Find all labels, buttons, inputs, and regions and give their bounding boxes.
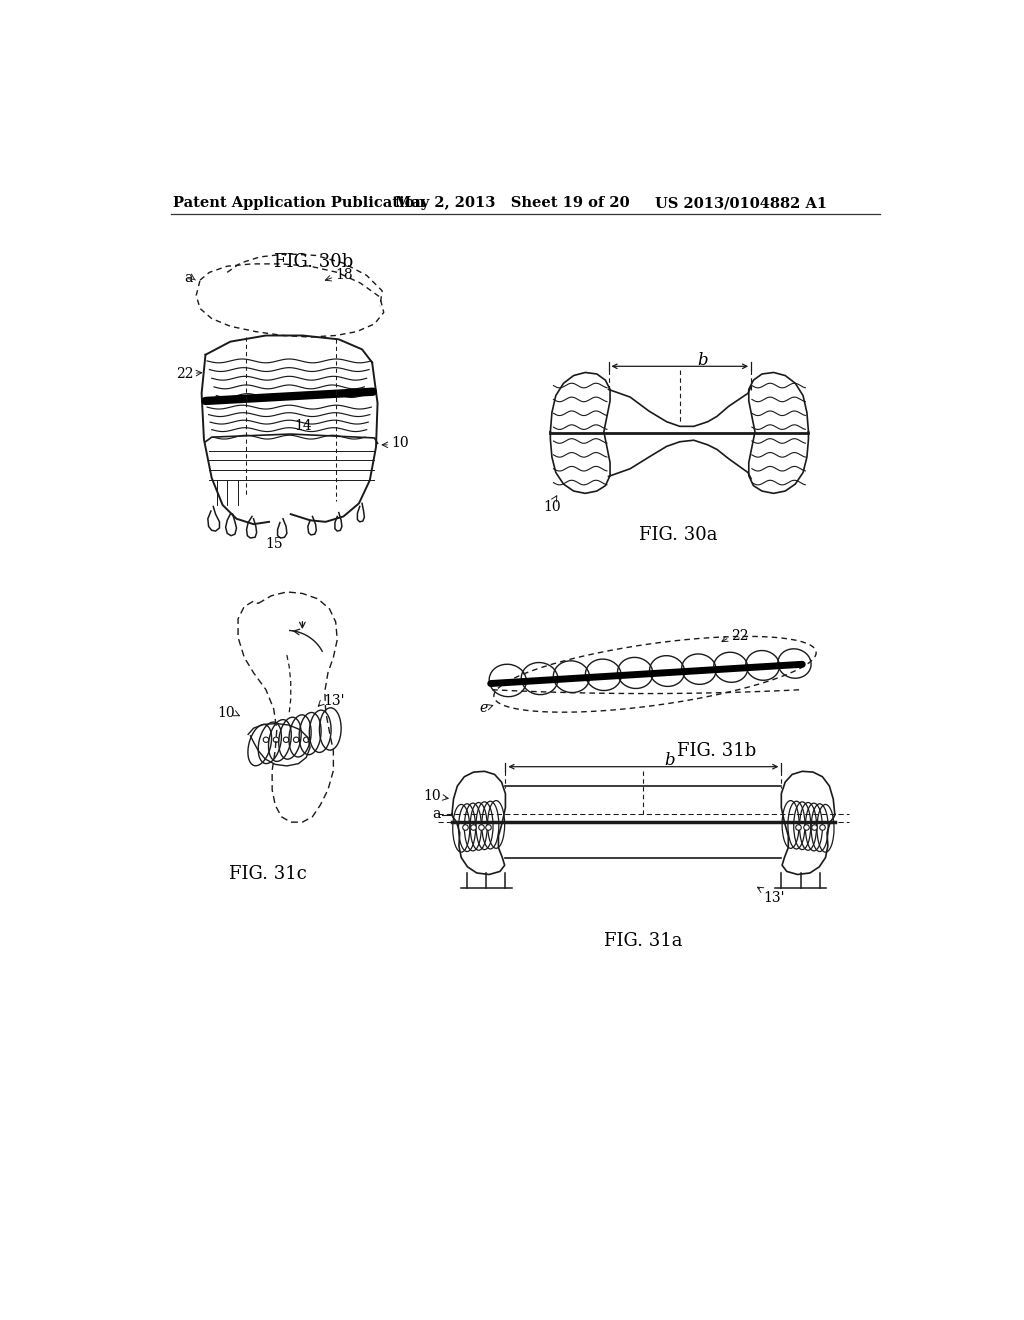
Text: 10: 10 xyxy=(217,706,234,719)
Text: e: e xyxy=(479,701,487,715)
Text: 10: 10 xyxy=(424,789,441,803)
Text: a: a xyxy=(184,271,193,285)
Text: 14: 14 xyxy=(294,418,311,433)
Text: b: b xyxy=(697,351,709,368)
Text: b: b xyxy=(665,752,675,770)
Text: 22: 22 xyxy=(175,367,194,381)
Text: 13': 13' xyxy=(324,694,345,709)
Text: FIG. 31c: FIG. 31c xyxy=(228,866,306,883)
Text: FIG. 31b: FIG. 31b xyxy=(677,742,757,760)
Text: 10: 10 xyxy=(543,499,561,513)
Text: FIG. 30b: FIG. 30b xyxy=(274,253,353,272)
Text: 22: 22 xyxy=(731,628,749,643)
Text: 18: 18 xyxy=(336,268,353,282)
Text: 10: 10 xyxy=(391,437,410,450)
Text: a: a xyxy=(433,808,441,821)
Text: FIG. 30a: FIG. 30a xyxy=(639,527,718,544)
Text: May 2, 2013   Sheet 19 of 20: May 2, 2013 Sheet 19 of 20 xyxy=(395,197,630,210)
Text: 13': 13' xyxy=(764,891,785,906)
Text: Patent Application Publication: Patent Application Publication xyxy=(173,197,425,210)
Text: US 2013/0104882 A1: US 2013/0104882 A1 xyxy=(655,197,827,210)
Text: FIG. 31a: FIG. 31a xyxy=(604,932,683,950)
Text: 15: 15 xyxy=(265,537,283,552)
